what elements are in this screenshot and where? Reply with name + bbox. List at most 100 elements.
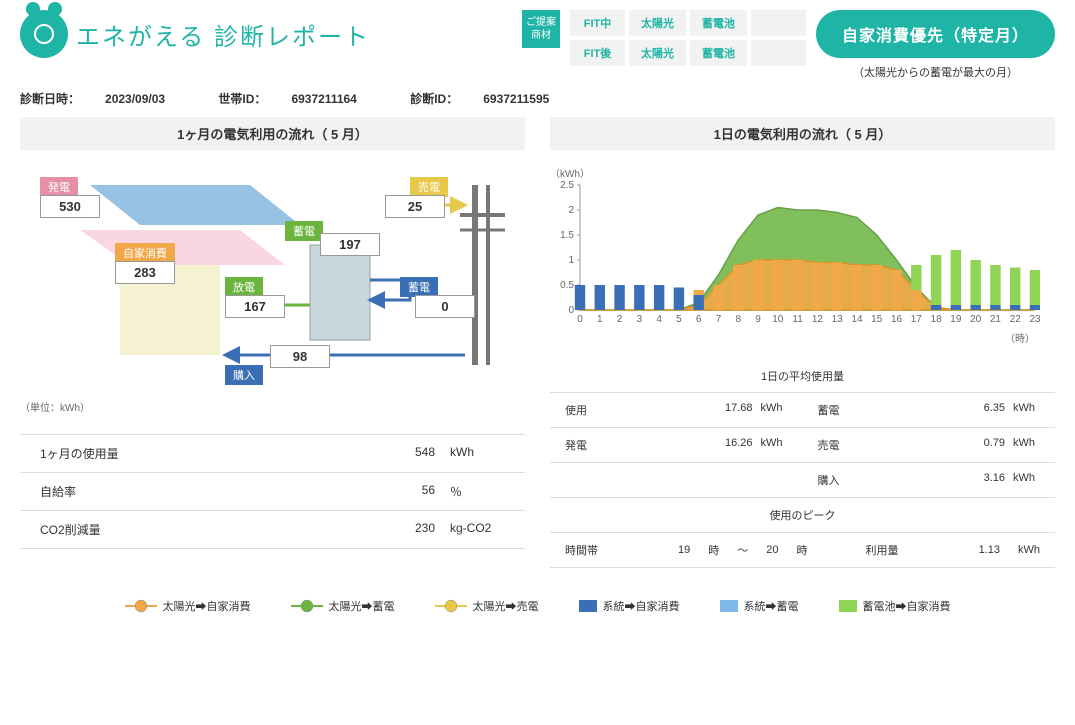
legend-item: 太陽光➡自家消費 [125,598,251,614]
svg-text:4: 4 [656,314,662,325]
daily-avg-title: 1日の平均使用量 [550,360,1055,392]
svg-text:0.5: 0.5 [560,280,574,291]
legend-item: 太陽光➡蓄電 [291,598,395,614]
stat-value: 548 [365,445,435,462]
proposal-label: ご提案 商材 [522,10,560,48]
daily-label: 売電 [818,437,951,453]
flow-label-charge: 蓄電 [285,221,323,241]
flow-label-purchase: 購入 [225,365,263,385]
fit-cell [751,40,806,66]
legend-item: 系統➡蓄電 [720,598,799,614]
unit-note: （単位：kWh） [20,399,525,414]
chart-y-unit: （kWh） [550,165,1055,180]
meta-diag-label: 診断ID： [410,92,458,106]
brand-title: エネがえる 診断レポート [76,17,370,52]
peak-to: 20 [766,544,778,556]
flow-label-charge2: 蓄電 [400,277,438,297]
daily-row: 購入3.16kWh [803,462,1056,497]
mode-subtitle: （太陽光からの蓄電が最大の月） [816,64,1055,80]
top-right: ご提案 商材 FIT中太陽光蓄電池FIT後太陽光蓄電池 自家消費優先（特定月） … [522,10,1055,80]
peak-row: 時間帯 19 時 〜 20 時 利用量 1.13 kWh [550,532,1055,568]
svg-text:14: 14 [851,314,863,325]
legend-swatch [720,600,738,612]
svg-text:1.5: 1.5 [560,230,574,241]
legend-item: 蓄電池➡自家消費 [839,598,951,614]
daily-value: 6.35 [950,402,1005,418]
svg-text:19: 19 [950,314,962,325]
mode-area: 自家消費優先（特定月） （太陽光からの蓄電が最大の月） [816,10,1055,80]
stat-unit: ％ [435,483,505,500]
meta-date-label: 診断日時： [20,92,80,106]
flow-value-self: 283 [115,261,175,284]
stat-label: CO2削減量 [40,521,365,538]
peak-title: 使用のピーク [550,497,1055,532]
peak-time-label: 時間帯 [565,542,598,558]
daily-value: 16.26 [698,437,753,453]
daily-value: 0.79 [950,437,1005,453]
stat-unit: kg-CO2 [435,521,505,538]
fit-cell: 蓄電池 [690,10,747,36]
daily-unit: kWh [1005,472,1040,488]
svg-text:6: 6 [696,314,702,325]
daily-label: 発電 [565,437,698,453]
svg-text:7: 7 [716,314,722,325]
flow-value-charge2: 0 [415,295,475,318]
fit-cell: FIT中 [570,10,625,36]
monthly-stats: 1ヶ月の使用量548kWh自給率56％CO2削減量230kg-CO2 [20,434,525,549]
svg-text:12: 12 [812,314,824,325]
daily-row: 売電0.79kWh [803,427,1056,462]
left-title: 1ヶ月の電気利用の流れ（ 5 月） [20,117,525,150]
peak-unit: kWh [1018,544,1040,556]
flow-label-gen: 発電 [40,177,78,197]
right-panel: 1日の電気利用の流れ（ 5 月） （kWh） 00.511.522.501234… [550,117,1055,568]
svg-text:（時）: （時） [1005,333,1035,345]
panels: 1ヶ月の電気利用の流れ（ 5 月） 発電530自家消費283放電167購入98蓄… [0,117,1075,568]
frog-logo-icon [20,10,68,58]
svg-text:1: 1 [597,314,603,325]
peak-from: 19 [678,544,690,556]
daily-label: 蓄電 [818,402,951,418]
svg-text:15: 15 [871,314,883,325]
brand-kana: エネがえる [76,24,205,51]
svg-text:3: 3 [637,314,643,325]
daily-row: 使用17.68kWh [550,392,803,427]
legend-label: 太陽光➡自家消費 [163,598,251,614]
meta-household-label: 世帯ID： [218,92,266,106]
peak-h2: 時 [797,542,808,558]
daily-row [550,462,803,497]
header: エネがえる 診断レポート ご提案 商材 FIT中太陽光蓄電池FIT後太陽光蓄電池… [0,0,1075,90]
svg-text:17: 17 [911,314,923,325]
right-title: 1日の電気利用の流れ（ 5 月） [550,117,1055,150]
stat-unit: kWh [435,445,505,462]
svg-text:11: 11 [792,314,803,325]
legend-item: 太陽光➡売電 [435,598,539,614]
daily-row: 蓄電6.35kWh [803,392,1056,427]
flow-value-charge: 197 [320,233,380,256]
stat-label: 自給率 [40,483,365,500]
meta-household: 6937211164 [291,92,356,106]
legend-swatch [839,600,857,612]
daily-value: 17.68 [698,402,753,418]
legend-label: 蓄電池➡自家消費 [863,598,951,614]
svg-text:8: 8 [735,314,741,325]
svg-text:21: 21 [990,314,1002,325]
legend-swatch [579,600,597,612]
peak-use-label: 利用量 [866,542,899,558]
fit-cell: 太陽光 [629,40,686,66]
stat-row: CO2削減量230kg-CO2 [20,510,525,549]
svg-text:9: 9 [755,314,761,325]
peak-h1: 時 [708,542,719,558]
legend-label: 太陽光➡蓄電 [329,598,395,614]
flow-value-sell: 25 [385,195,445,218]
daily-unit: kWh [753,402,788,418]
legend-label: 系統➡蓄電 [744,598,799,614]
stat-value: 56 [365,483,435,500]
svg-text:2: 2 [617,314,623,325]
fit-cell [751,10,806,36]
svg-text:0: 0 [577,314,583,325]
svg-text:20: 20 [970,314,982,325]
fit-grid: FIT中太陽光蓄電池FIT後太陽光蓄電池 [570,10,806,66]
fit-cell: 太陽光 [629,10,686,36]
daily-label: 使用 [565,402,698,418]
svg-text:10: 10 [772,314,784,325]
